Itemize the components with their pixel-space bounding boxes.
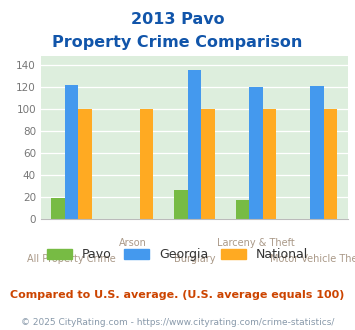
Bar	[174, 190, 187, 219]
Text: All Property Crime: All Property Crime	[27, 254, 116, 264]
Bar	[51, 198, 65, 219]
Bar	[187, 70, 201, 219]
Text: Burglary: Burglary	[174, 254, 215, 264]
Text: © 2025 CityRating.com - https://www.cityrating.com/crime-statistics/: © 2025 CityRating.com - https://www.city…	[21, 318, 334, 327]
Text: Larceny & Theft: Larceny & Theft	[217, 238, 295, 248]
Bar	[310, 86, 324, 219]
Bar	[235, 200, 249, 219]
Text: Arson: Arson	[119, 238, 147, 248]
Bar	[263, 109, 276, 219]
Bar	[65, 85, 78, 219]
Bar	[140, 109, 153, 219]
Text: 2013 Pavo: 2013 Pavo	[131, 12, 224, 26]
Legend: Pavo, Georgia, National: Pavo, Georgia, National	[42, 243, 313, 266]
Text: Motor Vehicle Theft: Motor Vehicle Theft	[270, 254, 355, 264]
Text: Compared to U.S. average. (U.S. average equals 100): Compared to U.S. average. (U.S. average …	[10, 290, 345, 300]
Bar	[249, 87, 263, 219]
Bar	[78, 109, 92, 219]
Text: Property Crime Comparison: Property Crime Comparison	[52, 35, 303, 50]
Bar	[201, 109, 215, 219]
Bar	[324, 109, 338, 219]
